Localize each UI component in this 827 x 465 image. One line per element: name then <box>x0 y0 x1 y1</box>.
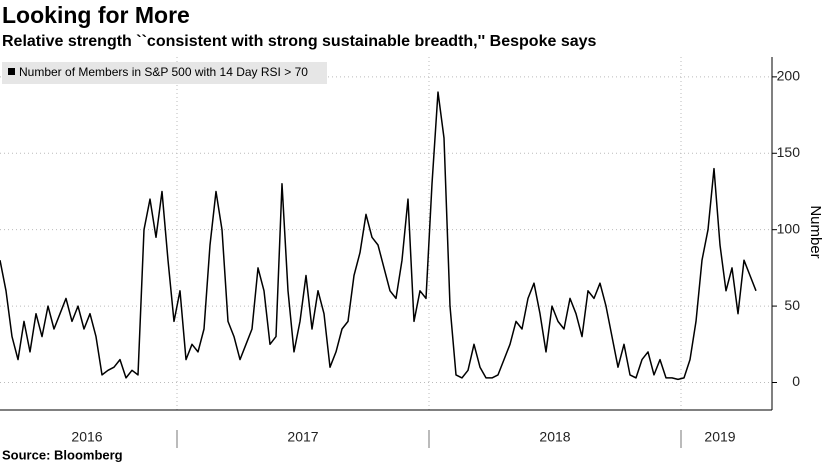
source: Source: Bloomberg <box>2 447 123 462</box>
x-tick-label: 2016 <box>71 429 102 445</box>
y-tick-label: 150 <box>777 144 801 160</box>
y-tick-label: 50 <box>784 297 800 313</box>
legend-swatch <box>8 68 15 75</box>
x-tick-label: 2018 <box>539 429 570 445</box>
chart-title: Looking for More <box>2 2 190 28</box>
x-tick-label: 2017 <box>287 429 318 445</box>
chart-subtitle: Relative strength ``consistent with stro… <box>2 33 597 50</box>
y-tick-label: 100 <box>777 220 801 236</box>
x-tick-label: 2019 <box>704 429 735 445</box>
data-line <box>0 91 757 381</box>
legend-box <box>2 62 327 84</box>
legend-label: Number of Members in S&P 500 with 14 Day… <box>19 65 308 79</box>
y-axis-label: Number <box>807 205 824 258</box>
y-tick-label: 200 <box>777 68 801 84</box>
y-tick-label: 0 <box>792 373 800 389</box>
